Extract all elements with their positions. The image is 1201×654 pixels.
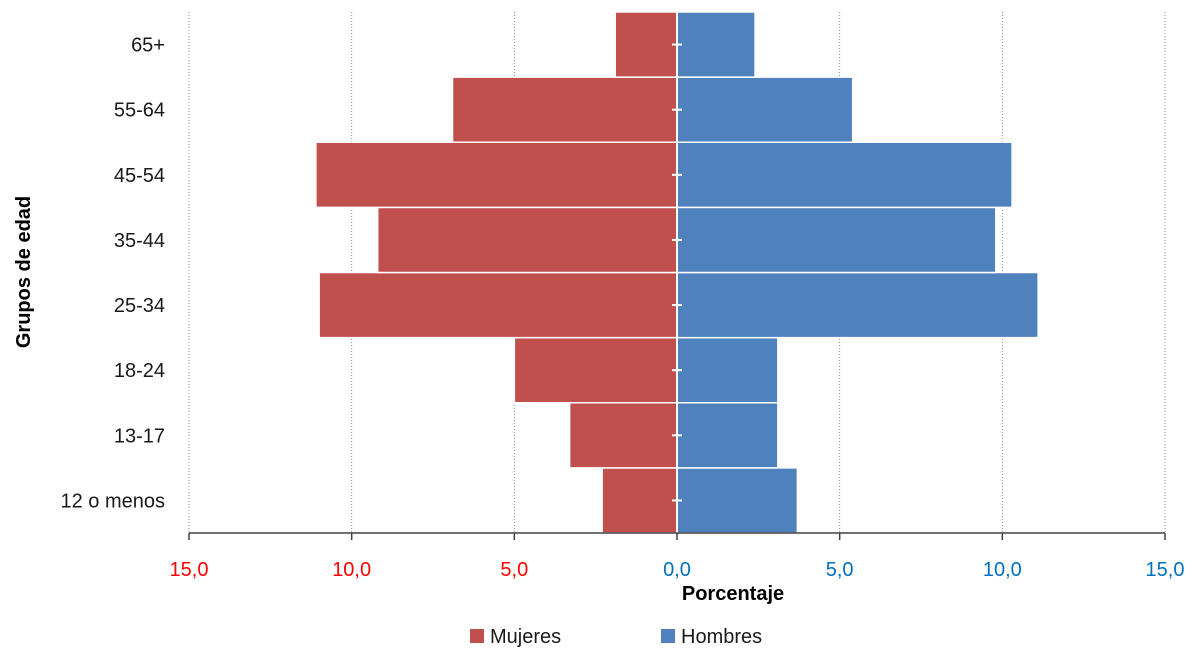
bar-hombres-65- bbox=[676, 11, 756, 78]
category-label: 65+ bbox=[131, 35, 165, 57]
bar-mujeres-45-54 bbox=[315, 141, 678, 209]
legend-swatch-hombres bbox=[661, 629, 675, 643]
x-tick-label: 0,0 bbox=[663, 559, 691, 581]
bar-mujeres-18-24 bbox=[513, 336, 678, 404]
bar-mujeres-12-o-menos bbox=[601, 467, 678, 534]
bar-hombres-13-17 bbox=[676, 402, 779, 469]
y-axis-title: Grupos de edad bbox=[13, 196, 35, 348]
category-label: 55-64 bbox=[114, 100, 165, 122]
bar-mujeres-55-64 bbox=[451, 76, 678, 143]
bar-mujeres-35-44 bbox=[376, 206, 678, 274]
legend-label-mujeres: Mujeres bbox=[490, 626, 561, 648]
category-label: 35-44 bbox=[114, 230, 165, 252]
bar-hombres-25-34 bbox=[676, 271, 1039, 339]
x-axis: 15,0 10,0 5,0 0,0 5,0 10,0 15,0 bbox=[170, 532, 1185, 581]
bar-mujeres-25-34 bbox=[318, 271, 678, 339]
category-label: 25-34 bbox=[114, 295, 165, 317]
legend-label-hombres: Hombres bbox=[681, 626, 762, 648]
category-labels: 12 o menos 13-17 18-24 25-34 35-44 45-54 55-64… bbox=[60, 35, 165, 513]
x-axis-title: Porcentaje bbox=[682, 583, 784, 605]
category-label: 12 o menos bbox=[60, 490, 165, 512]
bar-hombres-45-54 bbox=[676, 141, 1013, 209]
x-tick-label: 15,0 bbox=[170, 559, 209, 581]
x-tick-label: 5,0 bbox=[500, 559, 528, 581]
legend-swatch-mujeres bbox=[470, 629, 484, 643]
bar-hombres-18-24 bbox=[676, 336, 779, 404]
category-label: 45-54 bbox=[114, 165, 165, 187]
category-label: 13-17 bbox=[114, 425, 165, 447]
x-tick-label: 5,0 bbox=[826, 559, 854, 581]
x-tick-label: 10,0 bbox=[983, 559, 1022, 581]
x-tick-label: 15,0 bbox=[1146, 559, 1185, 581]
bar-hombres-55-64 bbox=[676, 76, 854, 143]
legend: Mujeres Hombres bbox=[470, 626, 762, 648]
category-label: 18-24 bbox=[114, 360, 165, 382]
bar-mujeres-65- bbox=[614, 11, 678, 78]
bar-hombres-35-44 bbox=[676, 206, 997, 274]
bar-mujeres-13-17 bbox=[568, 402, 678, 469]
center-axis-ticks bbox=[672, 12, 682, 533]
bars bbox=[315, 11, 1039, 534]
bar-hombres-12-o-menos bbox=[676, 467, 799, 534]
x-tick-label: 10,0 bbox=[332, 559, 371, 581]
